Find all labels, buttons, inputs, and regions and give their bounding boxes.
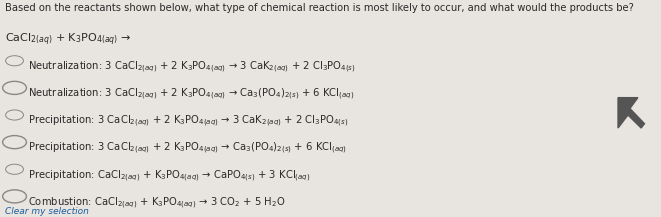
Text: Neutralization: 3 CaCl$_{2(aq)}$ + 2 K$_3$PO$_{4(aq)}$ → Ca$_3$(PO$_4$)$_{2(s)}$: Neutralization: 3 CaCl$_{2(aq)}$ + 2 K$_…	[28, 87, 355, 102]
Text: Neutralization: 3 CaCl$_{2(aq)}$ + 2 K$_3$PO$_{4(aq)}$ → 3 CaK$_{2(aq)}$ + 2 Cl$: Neutralization: 3 CaCl$_{2(aq)}$ + 2 K$_…	[28, 60, 356, 75]
Text: Precipitation: 3 CaCl$_{2(aq)}$ + 2 K$_3$PO$_{4(aq)}$ → 3 CaK$_{2(aq)}$ + 2 Cl$_: Precipitation: 3 CaCl$_{2(aq)}$ + 2 K$_3…	[28, 114, 349, 129]
Text: Precipitation: 3 CaCl$_{2(aq)}$ + 2 K$_3$PO$_{4(aq)}$ → Ca$_3$(PO$_4$)$_{2(s)}$ : Precipitation: 3 CaCl$_{2(aq)}$ + 2 K$_3…	[28, 141, 348, 156]
Text: Precipitation: CaCl$_{2(aq)}$ + K$_3$PO$_{4(aq)}$ → CaPO$_{4(s)}$ + 3 KCl$_{(aq): Precipitation: CaCl$_{2(aq)}$ + K$_3$PO$…	[28, 168, 311, 184]
Text: CaCl$_{2(aq)}$ + K$_3$PO$_{4(aq)}$ →: CaCl$_{2(aq)}$ + K$_3$PO$_{4(aq)}$ →	[5, 31, 132, 48]
Text: Based on the reactants shown below, what type of chemical reaction is most likel: Based on the reactants shown below, what…	[5, 3, 634, 13]
Text: Clear my selection: Clear my selection	[5, 207, 89, 216]
Polygon shape	[618, 98, 644, 128]
Text: Combustion: CaCl$_{2(aq)}$ + K$_3$PO$_{4(aq)}$ → 3 CO$_2$ + 5 H$_2$O: Combustion: CaCl$_{2(aq)}$ + K$_3$PO$_{4…	[28, 195, 286, 211]
